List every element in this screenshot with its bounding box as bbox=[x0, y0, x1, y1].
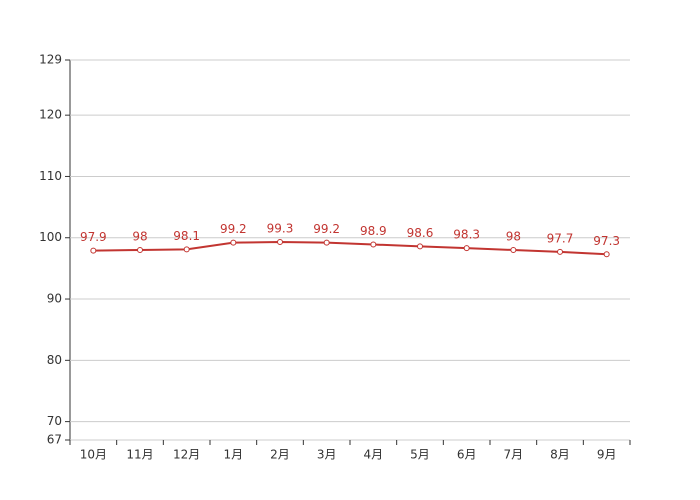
data-label: 98 bbox=[132, 230, 147, 244]
x-tick-label: 3月 bbox=[317, 448, 337, 462]
data-label: 97.7 bbox=[547, 231, 574, 245]
x-tick-label: 7月 bbox=[504, 448, 524, 462]
point bbox=[557, 248, 563, 255]
data-label: 97.3 bbox=[593, 234, 620, 248]
x-tick-label: 6月 bbox=[457, 448, 477, 462]
data-label: 99.2 bbox=[313, 222, 340, 236]
data-label: 99.2 bbox=[220, 222, 247, 236]
point bbox=[370, 241, 377, 248]
y-tick-label: 90 bbox=[47, 292, 62, 306]
x-tick-label: 8月 bbox=[550, 448, 570, 462]
data-label: 98.1 bbox=[173, 229, 200, 243]
y-tick-label: 110 bbox=[39, 169, 62, 183]
x-tick-label: 5月 bbox=[410, 448, 430, 462]
x-tick-label: 1月 bbox=[224, 448, 244, 462]
point bbox=[603, 251, 610, 258]
y-tick-label: 129 bbox=[39, 53, 62, 67]
point bbox=[323, 239, 330, 246]
y-tick-label: 70 bbox=[47, 414, 62, 428]
x-tick-label: 9月 bbox=[597, 448, 617, 462]
point bbox=[137, 247, 143, 253]
x-tick-label: 4月 bbox=[364, 448, 384, 462]
line bbox=[93, 241, 607, 256]
y-tick-label: 67 bbox=[47, 433, 62, 447]
point bbox=[417, 243, 423, 250]
x-tick-label: 11月 bbox=[126, 448, 153, 462]
data-label: 98.9 bbox=[360, 224, 387, 238]
y-tick-label: 100 bbox=[39, 230, 62, 244]
point bbox=[183, 246, 190, 253]
y-tick-label: 80 bbox=[47, 353, 62, 367]
data-label: 98.3 bbox=[453, 228, 480, 242]
x-tick-label: 10月 bbox=[80, 448, 107, 462]
point bbox=[230, 239, 237, 246]
data-label: 99.3 bbox=[267, 222, 294, 236]
y-tick-label: 120 bbox=[39, 108, 62, 122]
x-tick-label: 2月 bbox=[270, 448, 290, 462]
x-tick-label: 12月 bbox=[173, 448, 200, 462]
data-label: 98 bbox=[506, 230, 521, 244]
data-label: 97.9 bbox=[80, 230, 107, 244]
point bbox=[277, 239, 283, 246]
point bbox=[463, 245, 470, 252]
data-label: 98.6 bbox=[407, 226, 434, 240]
point bbox=[510, 247, 517, 253]
point bbox=[90, 247, 97, 254]
